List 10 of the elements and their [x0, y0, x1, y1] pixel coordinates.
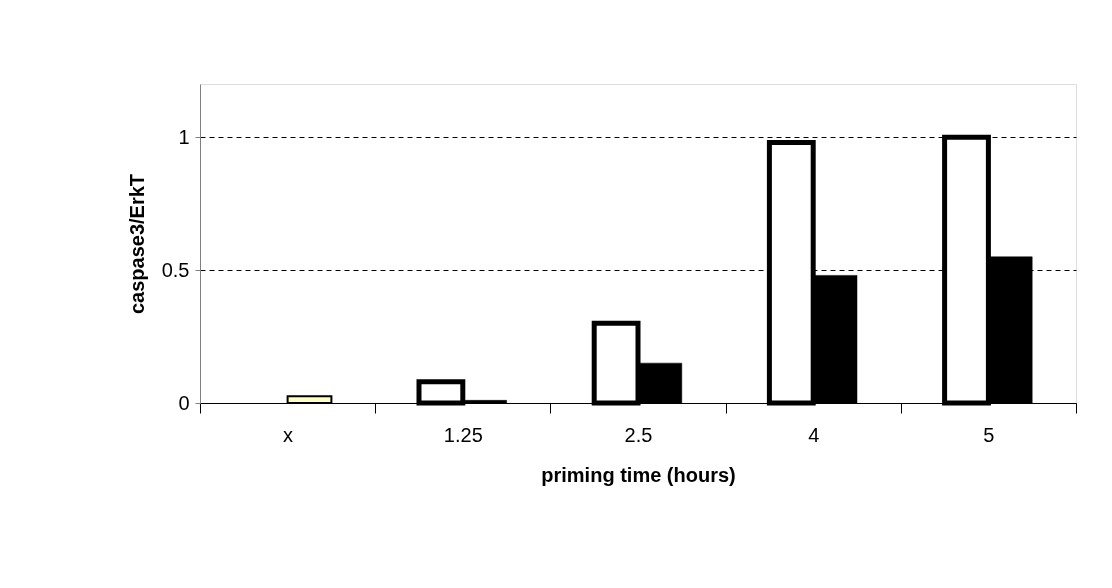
x-tick-label: 2.5	[624, 423, 653, 446]
x-axis-title: priming time (hours)	[541, 463, 736, 486]
y-tick-label: 0.5	[161, 258, 190, 281]
x-tick-label: 5	[983, 423, 995, 446]
y-tick-label: 1	[178, 125, 190, 148]
x-tick-label: 4	[808, 423, 820, 446]
y-tick-label: 0	[178, 391, 190, 414]
x-tick-label: 1.25	[443, 423, 483, 446]
x-tick-label: x	[283, 423, 294, 446]
y-axis-title: caspase3/ErkT	[125, 173, 148, 315]
